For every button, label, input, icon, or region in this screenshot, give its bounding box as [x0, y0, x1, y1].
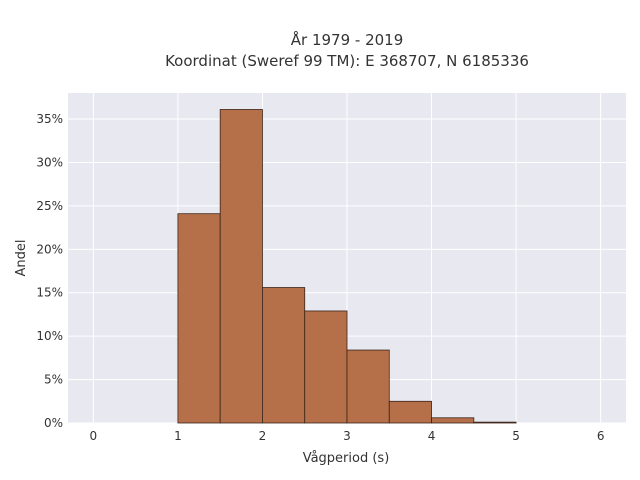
y-tick-label: 15%	[36, 286, 63, 300]
chart-title: År 1979 - 2019	[291, 30, 404, 49]
y-tick-label: 20%	[36, 242, 63, 256]
histogram-bar	[473, 421, 517, 424]
histogram-bar	[177, 213, 221, 424]
y-tick-label: 25%	[36, 199, 63, 213]
x-tick-label: 2	[259, 429, 267, 443]
y-tick-label: 5%	[44, 373, 63, 387]
x-axis-label: Vågperiod (s)	[303, 451, 390, 466]
bars	[177, 109, 517, 424]
histogram-bar	[346, 349, 390, 424]
x-tick-label: 4	[428, 429, 436, 443]
tick-labels: 0 1 2 3 4 5 6 0% 5% 10% 15% 20% 25% 30% 35%	[36, 112, 604, 443]
y-tick-label: 30%	[36, 155, 63, 169]
x-tick-label: 1	[174, 429, 182, 443]
x-tick-label: 3	[343, 429, 351, 443]
chart-subtitle: Koordinat (Sweref 99 TM): E 368707, N 61…	[165, 52, 529, 70]
x-tick-label: 5	[512, 429, 520, 443]
histogram-bar	[262, 287, 306, 424]
histogram-bar	[219, 109, 263, 424]
y-tick-label: 35%	[36, 112, 63, 126]
histogram-bar	[431, 417, 475, 424]
histogram-bar	[304, 310, 348, 424]
y-tick-label: 10%	[36, 329, 63, 343]
y-tick-label: 0%	[44, 416, 63, 430]
y-axis-label: Andel	[14, 240, 29, 277]
histogram-bar	[388, 400, 432, 424]
x-tick-label: 0	[90, 429, 98, 443]
x-tick-label: 6	[597, 429, 605, 443]
